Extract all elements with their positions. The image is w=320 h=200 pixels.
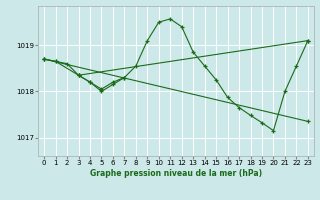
- X-axis label: Graphe pression niveau de la mer (hPa): Graphe pression niveau de la mer (hPa): [90, 169, 262, 178]
